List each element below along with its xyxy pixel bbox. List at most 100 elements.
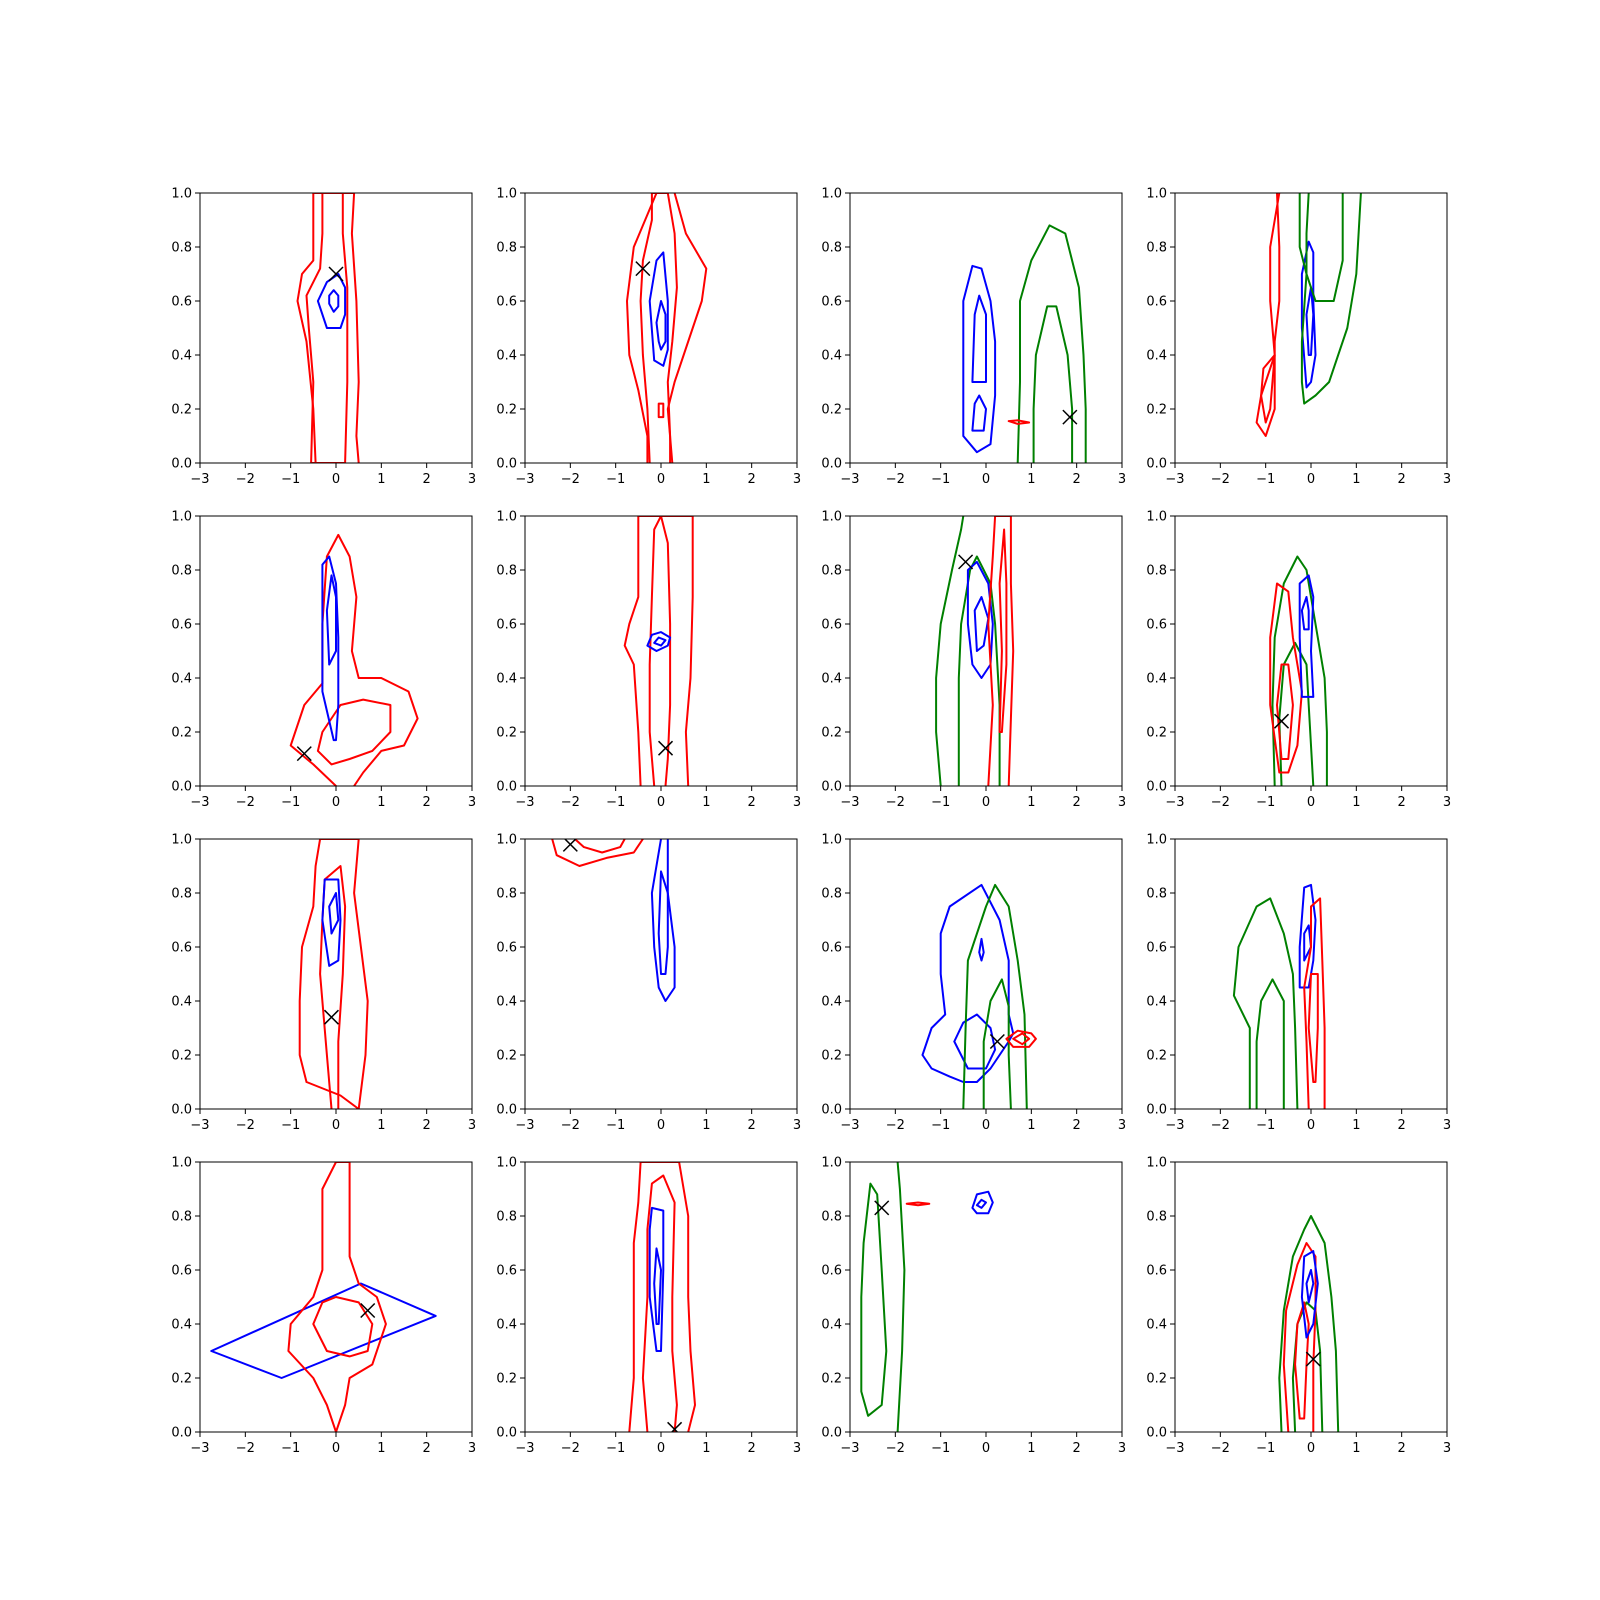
panel-2-2: −3 −2 −1 0 1 2 3 0.0 0.2 0.4 0.6 0.8 1.0: [496, 510, 801, 811]
blue-contour-3: [321, 555, 340, 742]
blue-contour-6: [655, 300, 667, 351]
green-contour-2: [896, 1162, 906, 1432]
x-tick-label: 1: [1027, 1118, 1035, 1133]
y-tick-label: 0.2: [171, 1049, 192, 1064]
y-tick-label: 0.8: [1146, 887, 1167, 902]
x-tick-label: −3: [515, 1441, 534, 1456]
red-contour-4: [1276, 663, 1294, 760]
x-tick-label: 3: [793, 472, 801, 487]
red-contour-1: [623, 516, 694, 786]
blue-contour-1: [921, 883, 1015, 1083]
blue-contour-2: [953, 1013, 997, 1070]
blue-contour-4: [973, 596, 990, 652]
x-tick-label: 1: [377, 795, 385, 810]
y-tick-label: 0.8: [496, 241, 517, 256]
panel-1-3: −3 −2 −1 0 1 2 3 0.0 0.2 0.4 0.6 0.8 1.0: [821, 187, 1126, 488]
x-tick-label: −2: [1211, 1118, 1230, 1133]
y-tick-label: 0.6: [496, 941, 517, 956]
y-tick-label: 0.0: [821, 457, 842, 472]
x-tick-label: −3: [190, 1118, 209, 1133]
y-tick-label: 0.4: [1146, 349, 1167, 364]
y-tick-label: 1.0: [1146, 833, 1167, 848]
y-tick-label: 0.8: [1146, 564, 1167, 579]
x-tick-label: −2: [236, 1118, 255, 1133]
x-tick-label: 1: [1352, 1441, 1360, 1456]
y-tick-label: 0.6: [821, 941, 842, 956]
x-tick-label: 0: [657, 795, 665, 810]
panel-1-2: −3 −2 −1 0 1 2 3 0.0 0.2 0.4 0.6 0.8 1.0: [496, 187, 801, 488]
y-tick-label: 0.0: [496, 1103, 517, 1118]
blue-contour-2: [971, 394, 987, 432]
blue-contour-5: [975, 1198, 987, 1209]
x-tick-label: 0: [982, 795, 990, 810]
x-tick-label: −2: [1211, 1441, 1230, 1456]
y-tick-label: 0.8: [496, 564, 517, 579]
y-tick-label: 0.0: [496, 1426, 517, 1441]
blue-contour-3: [321, 878, 342, 967]
blue-contour-4: [653, 636, 667, 647]
y-tick-label: 1.0: [821, 1156, 842, 1171]
panel-3-4: −3 −2 −1 0 1 2 3 0.0 0.2 0.4 0.6 0.8 1.0: [1146, 833, 1451, 1134]
x-tick-label: −3: [1165, 795, 1184, 810]
x-tick-label: 1: [702, 1118, 710, 1133]
green-contour-2: [1255, 978, 1285, 1109]
panel-2-4: −3 −2 −1 0 1 2 3 0.0 0.2 0.4 0.6 0.8 1.0: [1146, 510, 1451, 811]
y-tick-label: 1.0: [171, 1156, 192, 1171]
y-tick-label: 1.0: [821, 510, 842, 525]
y-tick-label: 0.4: [821, 672, 842, 687]
y-tick-label: 0.4: [171, 672, 192, 687]
x-tick-label: −1: [931, 472, 950, 487]
y-tick-label: 0.0: [1146, 1103, 1167, 1118]
x-tick-label: 2: [1398, 795, 1406, 810]
plot-area: [1269, 555, 1328, 786]
red-contour-5: [987, 516, 1015, 786]
x-tick-label: −3: [840, 795, 859, 810]
x-tick-label: 3: [1443, 1118, 1451, 1133]
y-tick-label: 1.0: [171, 510, 192, 525]
y-tick-label: 0.0: [171, 1103, 192, 1118]
x-marker: [1274, 713, 1290, 729]
y-tick-label: 0.4: [496, 349, 517, 364]
x-tick-label: 0: [1307, 1118, 1315, 1133]
x-tick-label: 1: [1352, 1118, 1360, 1133]
y-tick-label: 0.4: [496, 672, 517, 687]
blue-contour-3: [971, 294, 987, 383]
x-tick-label: 0: [982, 1118, 990, 1133]
y-tick-label: 0.6: [821, 1264, 842, 1279]
x-marker: [658, 740, 674, 756]
y-tick-label: 0.2: [496, 403, 517, 418]
y-tick-label: 0.4: [171, 995, 192, 1010]
plot-area: [623, 516, 694, 786]
x-tick-label: 0: [332, 472, 340, 487]
y-tick-label: 1.0: [496, 833, 517, 848]
panel-3-3: −3 −2 −1 0 1 2 3 0.0 0.2 0.4 0.6 0.8 1.0: [821, 833, 1126, 1134]
panel-2-3: −3 −2 −1 0 1 2 3 0.0 0.2 0.4 0.6 0.8 1.0: [821, 510, 1126, 811]
plot-area: [289, 533, 419, 786]
y-tick-label: 1.0: [496, 1156, 517, 1171]
y-tick-label: 0.4: [171, 1318, 192, 1333]
y-tick-label: 0.2: [1146, 1372, 1167, 1387]
x-tick-label: −1: [606, 472, 625, 487]
x-tick-label: −1: [1256, 1118, 1275, 1133]
x-tick-label: 1: [1027, 795, 1035, 810]
red-contour-3: [1269, 582, 1303, 774]
red-contour-3: [312, 1296, 374, 1358]
x-tick-label: 3: [793, 1441, 801, 1456]
x-tick-label: −3: [515, 1118, 534, 1133]
panel-4-1: −3 −2 −1 0 1 2 3 0.0 0.2 0.4 0.6 0.8 1.0: [171, 1156, 476, 1457]
plot-area: [296, 193, 360, 463]
y-tick-label: 0.4: [171, 349, 192, 364]
y-tick-label: 0.0: [821, 1426, 842, 1441]
red-contour-2: [641, 1174, 678, 1432]
y-tick-label: 0.0: [1146, 457, 1167, 472]
axes-frame: [1174, 192, 1448, 464]
x-tick-label: −3: [190, 1441, 209, 1456]
x-marker: [360, 1302, 376, 1319]
x-tick-label: 2: [1398, 1441, 1406, 1456]
x-tick-label: 3: [1118, 795, 1126, 810]
red-contour-1: [639, 193, 678, 463]
y-tick-label: 0.6: [171, 941, 192, 956]
x-tick-label: −3: [1165, 1118, 1184, 1133]
plot-area: [551, 839, 676, 1002]
x-tick-label: −2: [1211, 472, 1230, 487]
